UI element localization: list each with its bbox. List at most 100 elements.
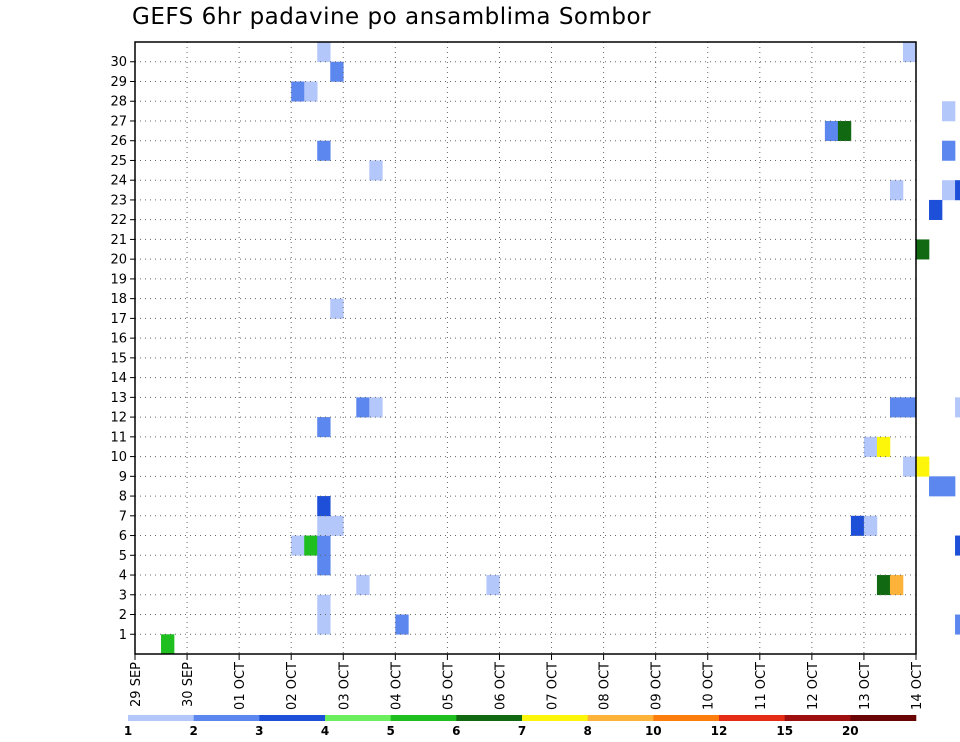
y-tick-label: 9 (119, 470, 127, 485)
heatmap-cell (876, 436, 891, 457)
heatmap-cell (863, 515, 878, 536)
colorbar-swatch (784, 715, 851, 721)
heatmap-cell (850, 515, 865, 536)
heatmap-cell (291, 81, 305, 102)
heatmap-cell (369, 397, 383, 418)
heatmap-cell (942, 476, 956, 497)
colorbar-swatch (128, 715, 194, 721)
colorbar-swatch (325, 715, 391, 721)
x-tick-label: 08 OCT (598, 662, 613, 710)
x-tick-label: 01 OCT (233, 662, 248, 710)
heatmap-cell (902, 397, 917, 418)
colorbar-swatch (456, 715, 523, 721)
heatmap-cell (955, 180, 960, 201)
heatmap-cell (955, 614, 960, 635)
colorbar-label: 4 (321, 724, 329, 738)
y-tick-label: 13 (110, 391, 127, 406)
y-tick-label: 23 (110, 193, 127, 208)
heatmap-cell (889, 575, 904, 596)
x-tick-label: 12 OCT (806, 662, 821, 710)
heatmap-cell (317, 515, 331, 536)
y-tick-label: 6 (119, 529, 127, 544)
heatmap-cell (330, 515, 344, 536)
axes (130, 41, 917, 660)
x-tick-label: 14 OCT (910, 662, 925, 710)
heatmap-cell (317, 555, 331, 576)
x-tick-label: 29 SEP (129, 662, 144, 707)
y-tick-label: 26 (110, 134, 127, 149)
colorbar-label: 2 (190, 724, 198, 738)
heatmap-cell (330, 61, 344, 82)
heatmap-cell (356, 397, 370, 418)
plot-frame (134, 41, 917, 655)
colorbar-swatch (522, 715, 588, 721)
heatmap-cell (369, 160, 383, 181)
heatmap-cell (929, 476, 943, 497)
y-tick-label: 20 (110, 253, 127, 268)
heatmap-cell (955, 535, 960, 556)
heatmap-cell (317, 417, 331, 438)
heatmap-cell (902, 42, 917, 63)
heatmap-cell (863, 436, 878, 457)
heatmap-cell (929, 199, 943, 220)
heatmap-cell (876, 575, 891, 596)
y-tick-label: 8 (119, 490, 127, 505)
colorbar-legend: 1 2 3 4 5 6 7 8 10 12 15 20 (124, 715, 917, 738)
heatmap-cell (395, 614, 409, 635)
colorbar-swatch (653, 715, 720, 721)
x-tick-label: 30 SEP (181, 662, 196, 707)
colorbar-swatch (259, 715, 326, 721)
y-tick-label: 3 (119, 588, 127, 603)
heatmap-cell (356, 575, 370, 596)
heatmap-cell (486, 575, 500, 596)
y-tick-label: 12 (110, 411, 127, 426)
y-tick-label: 5 (119, 549, 127, 564)
x-tick-label: 04 OCT (389, 662, 404, 710)
y-tick-label: 17 (110, 312, 127, 327)
heatmap-cell (902, 456, 917, 477)
heatmap-cell (837, 120, 852, 142)
y-tick-label: 4 (119, 569, 127, 584)
x-tick-label: 06 OCT (494, 662, 509, 710)
x-tick-label: 03 OCT (337, 662, 352, 710)
heatmap-cell (317, 614, 331, 635)
colorbar-label: 5 (387, 724, 395, 738)
x-tick-label: 13 OCT (858, 662, 873, 710)
y-tick-label: 29 (110, 75, 127, 90)
colorbar-swatch (193, 715, 260, 721)
y-tick-label: 11 (110, 430, 127, 445)
chart-title: GEFS 6hr padavine po ansamblima Sombor (132, 4, 652, 30)
x-axis-labels: 29 SEP 30 SEP 01 OCT 02 OCT 03 OCT 04 OCT 05 O… (129, 662, 925, 710)
y-tick-label: 14 (110, 371, 127, 386)
y-tick-label: 10 (110, 450, 127, 465)
heatmap-cell (942, 180, 956, 201)
heatmap-cell (942, 140, 956, 161)
x-tick-label: 11 OCT (754, 662, 769, 710)
y-tick-label: 1 (119, 628, 127, 643)
grid-lines (135, 42, 916, 654)
heatmap-cell (824, 120, 839, 142)
colorbar-swatch (719, 715, 785, 721)
y-tick-label: 7 (119, 509, 127, 524)
y-tick-label: 15 (110, 351, 127, 366)
heatmap-cell (330, 298, 344, 319)
heatmap-cell (955, 397, 960, 418)
y-tick-label: 18 (110, 292, 127, 307)
colorbar-label: 6 (452, 724, 460, 738)
y-tick-label: 28 (110, 95, 127, 110)
colorbar-label: 8 (584, 724, 592, 738)
heatmap-cell (317, 535, 331, 556)
y-tick-label: 25 (110, 154, 127, 169)
colorbar-label: 7 (518, 724, 526, 738)
y-tick-label: 19 (110, 272, 127, 287)
x-tick-label: 07 OCT (546, 662, 561, 710)
heatmap-cell (291, 535, 305, 556)
y-tick-label: 2 (119, 608, 127, 623)
x-tick-label: 10 OCT (702, 662, 717, 710)
x-tick-label: 05 OCT (441, 662, 456, 710)
colorbar-label: 10 (645, 724, 662, 738)
colorbar-swatch (850, 715, 917, 721)
colorbar-label: 20 (842, 724, 859, 738)
y-tick-label: 30 (110, 55, 127, 70)
colorbar-swatch (390, 715, 457, 721)
